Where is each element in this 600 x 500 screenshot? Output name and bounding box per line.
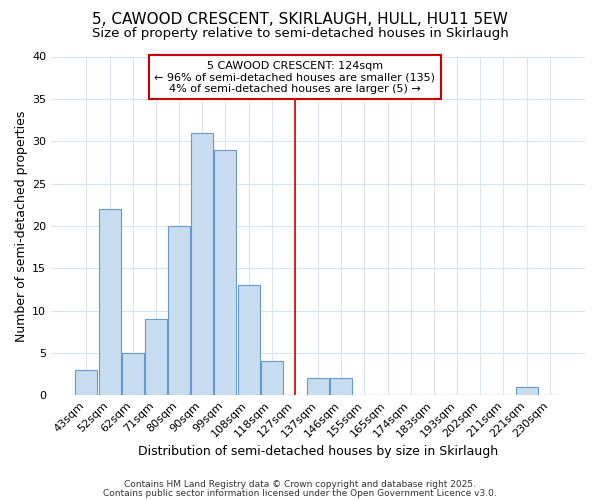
Bar (122, 353, 144, 395)
Bar (191, 132, 213, 395)
Bar (145, 319, 167, 395)
Bar (515, 386, 538, 395)
Bar (168, 226, 190, 395)
Bar (98, 209, 121, 395)
Y-axis label: Number of semi-detached properties: Number of semi-detached properties (15, 110, 28, 342)
Text: 5 CAWOOD CRESCENT: 124sqm
← 96% of semi-detached houses are smaller (135)
4% of : 5 CAWOOD CRESCENT: 124sqm ← 96% of semi-… (154, 60, 436, 94)
Text: Size of property relative to semi-detached houses in Skirlaugh: Size of property relative to semi-detach… (92, 28, 508, 40)
Bar (76, 370, 97, 395)
Text: Contains HM Land Registry data © Crown copyright and database right 2025.: Contains HM Land Registry data © Crown c… (124, 480, 476, 489)
Bar (261, 362, 283, 395)
Bar (238, 285, 260, 395)
X-axis label: Distribution of semi-detached houses by size in Skirlaugh: Distribution of semi-detached houses by … (138, 444, 498, 458)
Bar (214, 150, 236, 395)
Text: Contains public sector information licensed under the Open Government Licence v3: Contains public sector information licen… (103, 488, 497, 498)
Bar (330, 378, 352, 395)
Bar (307, 378, 329, 395)
Text: 5, CAWOOD CRESCENT, SKIRLAUGH, HULL, HU11 5EW: 5, CAWOOD CRESCENT, SKIRLAUGH, HULL, HU1… (92, 12, 508, 28)
